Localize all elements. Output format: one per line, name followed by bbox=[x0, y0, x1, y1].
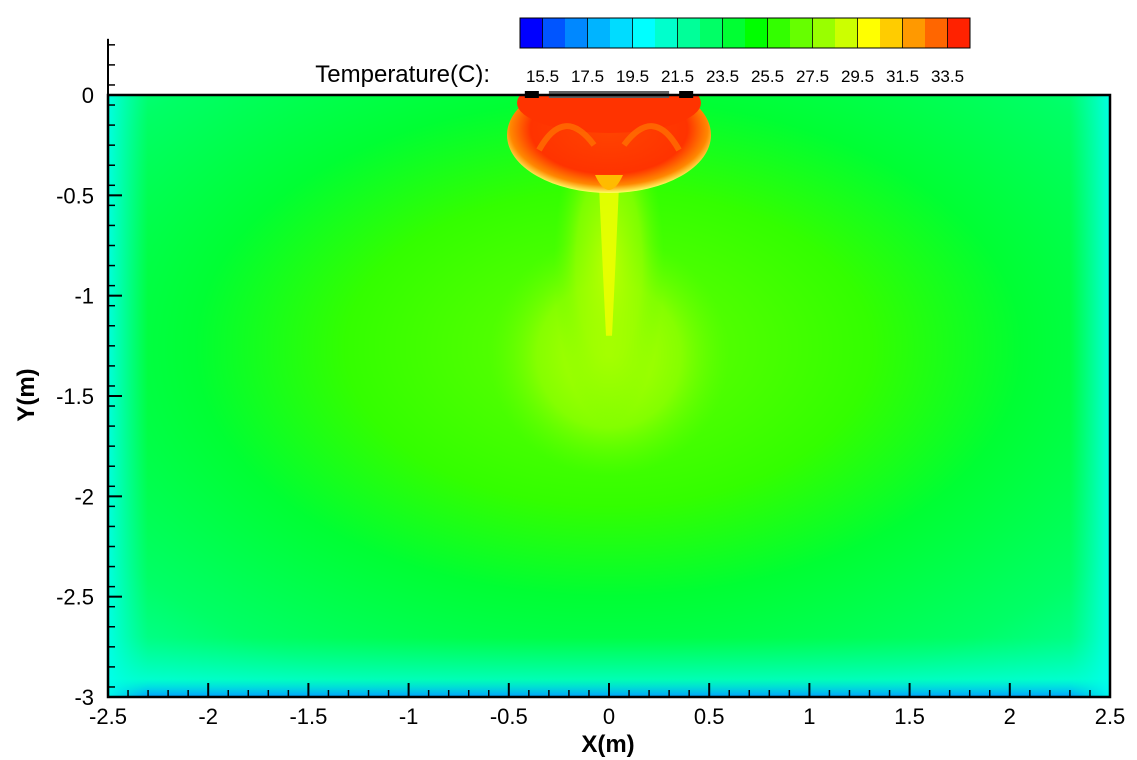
y-tick-label: 0 bbox=[82, 83, 94, 108]
x-tick-label: 2.5 bbox=[1095, 704, 1126, 729]
field-edge-right bbox=[1070, 95, 1110, 697]
y-axis-label: Y(m) bbox=[13, 368, 40, 421]
colorbar-swatch bbox=[790, 18, 813, 48]
x-tick-label: -1 bbox=[399, 704, 419, 729]
x-tick-label: 1.5 bbox=[894, 704, 925, 729]
x-axis: -2.5 -2 -1.5 -1 -0.5 0 0.5 1 1.5 2 2.5 bbox=[89, 683, 1125, 729]
swirl-left bbox=[536, 123, 597, 152]
plume-axis bbox=[599, 185, 619, 336]
colorbar-frame bbox=[519, 17, 971, 49]
colorbar-swatch bbox=[520, 18, 543, 48]
colorbar-swatch bbox=[880, 18, 903, 48]
colorbar-tick-label: 25.5 bbox=[751, 67, 784, 86]
x-axis-label: X(m) bbox=[581, 731, 634, 758]
colorbar-swatch bbox=[610, 18, 633, 48]
colorbar-tick-label: 15.5 bbox=[526, 67, 559, 86]
temperature-field bbox=[108, 95, 1110, 697]
x-tick-label: -2.5 bbox=[89, 704, 127, 729]
x-tick-label: -1.5 bbox=[289, 704, 327, 729]
x-tick-label: -2 bbox=[198, 704, 218, 729]
colorbar-swatch bbox=[565, 18, 588, 48]
colorbar-swatch bbox=[677, 18, 701, 48]
y-tick-label: -3 bbox=[74, 685, 94, 710]
x-tick-label: 0 bbox=[603, 704, 615, 729]
x-tick-label: 0.5 bbox=[694, 704, 725, 729]
colorbar-swatch bbox=[902, 18, 926, 48]
colorbar-swatch bbox=[835, 18, 858, 48]
hot-region-top bbox=[517, 95, 701, 133]
colorbar-tick-label: 29.5 bbox=[841, 67, 874, 86]
colorbar-swatch bbox=[587, 18, 611, 48]
colorbar-tick-label: 17.5 bbox=[571, 67, 604, 86]
y-tick-label: -1.5 bbox=[56, 384, 94, 409]
colorbar-label: Temperature(C): bbox=[315, 61, 490, 88]
colorbar-tick-label: 31.5 bbox=[886, 67, 919, 86]
colorbar-swatch bbox=[857, 18, 881, 48]
swirl-right bbox=[621, 123, 682, 152]
colorbar-tick-label: 21.5 bbox=[661, 67, 694, 86]
colorbar-swatch bbox=[925, 18, 948, 48]
colorbar-swatch bbox=[812, 18, 836, 48]
hot-neck bbox=[595, 175, 623, 190]
colorbar-swatch bbox=[700, 18, 723, 48]
x-tick-label: 1 bbox=[803, 704, 815, 729]
colorbar-swatch bbox=[632, 18, 656, 48]
x-tick-label: -0.5 bbox=[490, 704, 528, 729]
colorbar-swatch bbox=[722, 18, 746, 48]
colorbar-swatch bbox=[542, 18, 566, 48]
y-tick-label: -0.5 bbox=[56, 183, 94, 208]
y-axis: 0 -0.5 -1 -1.5 -2 -2.5 -3 bbox=[56, 38, 122, 710]
colorbar-tick-label: 23.5 bbox=[706, 67, 739, 86]
colorbar-tick-label: 27.5 bbox=[796, 67, 829, 86]
colorbar-swatch bbox=[655, 18, 678, 48]
colorbar-swatch bbox=[745, 18, 768, 48]
y-tick-label: -2.5 bbox=[56, 585, 94, 610]
colorbar-legend: 15.5 17.5 19.5 21.5 23.5 25.5 27.5 29.5 31.5 33.5 bbox=[519, 17, 971, 86]
y-tick-label: -1 bbox=[74, 284, 94, 309]
colorbar-swatch bbox=[947, 18, 971, 48]
colorbar-swatch bbox=[767, 18, 791, 48]
x-tick-label: 2 bbox=[1004, 704, 1016, 729]
y-tick-label: -2 bbox=[74, 484, 94, 509]
colorbar-tick-label: 33.5 bbox=[931, 67, 964, 86]
colorbar-tick-label: 19.5 bbox=[616, 67, 649, 86]
